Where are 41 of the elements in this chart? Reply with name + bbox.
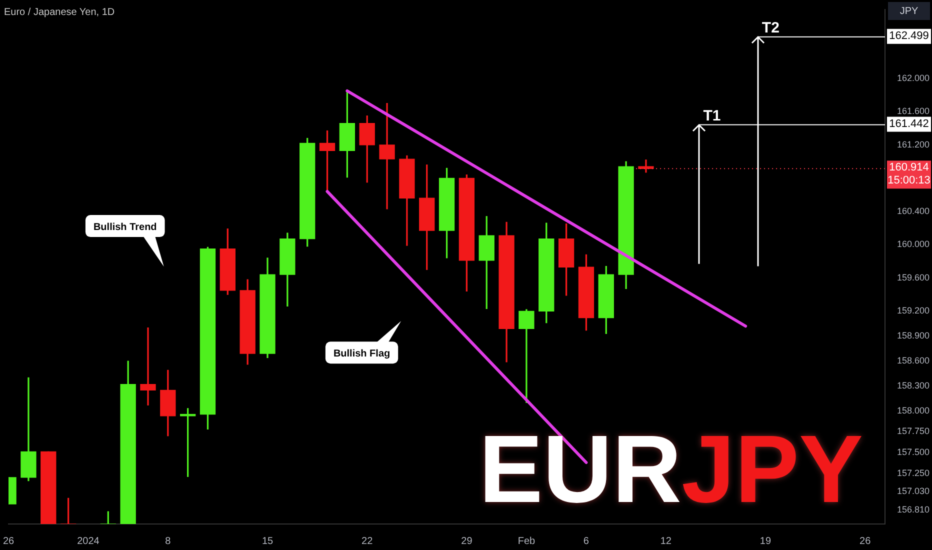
y-tick-label: 157.500 [897, 446, 930, 457]
x-tick-label: Feb [518, 536, 536, 547]
annotation: Bullish Trend [93, 222, 157, 233]
y-axis-title: JPY [900, 6, 918, 17]
y-tick-label: 160.000 [897, 239, 930, 250]
candlestick [379, 103, 395, 210]
x-tick-label: 2024 [77, 536, 100, 547]
annotation: T1 [703, 107, 721, 124]
x-tick-label: 22 [362, 536, 374, 547]
candlestick [518, 309, 534, 403]
y-tick-label: 162.000 [897, 72, 930, 83]
y-tick-label: 159.600 [897, 272, 930, 282]
annotation: Bullish Flag [333, 348, 390, 360]
y-tick-label: 156.810 [897, 504, 930, 514]
y-tick-label: 157.750 [897, 426, 930, 436]
x-tick-label: 29 [461, 536, 473, 547]
y-tick-label: 161.200 [897, 139, 930, 150]
y-tick-label: 157.030 [897, 486, 930, 496]
y-tick-label: 158.600 [897, 356, 930, 366]
y-tick-label: 158.300 [897, 380, 930, 390]
annotation: EURJPY [478, 416, 863, 523]
x-tick-label: 6 [583, 536, 590, 547]
y-tick-label: 160.400 [897, 206, 930, 216]
y-tick-label: 157.250 [897, 468, 930, 478]
annotation: T2 [762, 20, 780, 37]
ref-line-label: 162.499 [889, 30, 929, 42]
chart-title: Euro / Japanese Yen, 1D [4, 6, 115, 18]
candlestick [638, 160, 654, 173]
x-tick-label: 26 [860, 536, 872, 547]
ref-line-label: 160.914 15:00:13 [888, 162, 930, 187]
y-tick-label: 159.200 [897, 306, 930, 316]
x-tick-label: 12 [660, 536, 672, 547]
ref-line-label: 161.442 [889, 118, 929, 130]
y-tick-label: 158.900 [897, 330, 930, 341]
x-tick-label: 19 [760, 536, 772, 547]
y-tick-label: 158.000 [897, 405, 930, 416]
candlestick [140, 327, 156, 406]
y-tick-label: 161.600 [897, 106, 930, 116]
x-tick-label: 8 [165, 536, 172, 547]
x-tick-label: 26 [3, 536, 15, 547]
x-tick-label: 15 [262, 536, 274, 547]
